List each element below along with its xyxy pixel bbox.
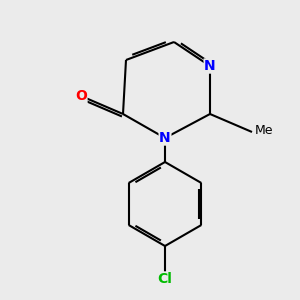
Text: N: N — [159, 131, 171, 145]
Text: Cl: Cl — [158, 272, 172, 286]
Text: Me: Me — [255, 124, 274, 137]
Text: N: N — [204, 59, 216, 73]
Text: O: O — [75, 89, 87, 103]
